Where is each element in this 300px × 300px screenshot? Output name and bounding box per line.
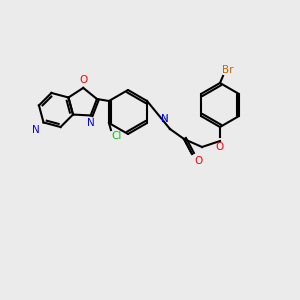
Text: O: O (216, 142, 224, 152)
Text: Cl: Cl (111, 131, 121, 141)
Text: O: O (194, 156, 202, 166)
Text: O: O (79, 75, 87, 85)
Text: N: N (161, 114, 169, 124)
Text: N: N (87, 118, 94, 128)
Text: Br: Br (222, 65, 233, 75)
Text: N: N (32, 125, 40, 135)
Text: H: H (160, 115, 167, 124)
